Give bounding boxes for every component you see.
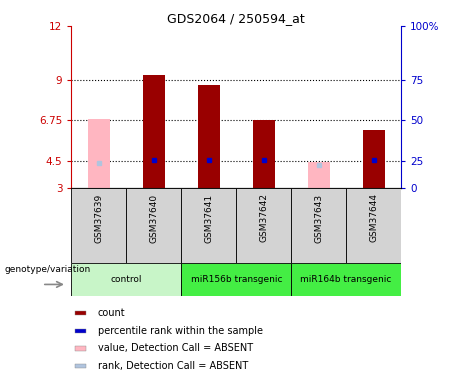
Bar xyxy=(75,310,86,315)
Bar xyxy=(236,188,291,262)
Bar xyxy=(198,86,220,188)
Text: miR164b transgenic: miR164b transgenic xyxy=(301,275,392,284)
Text: GSM37644: GSM37644 xyxy=(369,194,378,243)
Text: GSM37640: GSM37640 xyxy=(149,194,159,243)
Bar xyxy=(71,188,126,262)
Bar xyxy=(75,364,86,368)
Text: GSM37642: GSM37642 xyxy=(259,194,268,243)
Bar xyxy=(75,328,86,333)
Bar xyxy=(181,188,236,262)
Bar xyxy=(181,262,291,296)
Text: miR156b transgenic: miR156b transgenic xyxy=(190,275,282,284)
Bar xyxy=(71,262,181,296)
Bar xyxy=(143,75,165,188)
Bar xyxy=(253,120,275,188)
Text: control: control xyxy=(111,275,142,284)
Bar xyxy=(75,346,86,351)
Bar xyxy=(291,262,401,296)
Title: GDS2064 / 250594_at: GDS2064 / 250594_at xyxy=(167,12,305,25)
Bar xyxy=(88,119,110,188)
Text: percentile rank within the sample: percentile rank within the sample xyxy=(98,326,263,336)
Bar xyxy=(307,162,330,188)
Bar xyxy=(363,130,384,188)
Text: GSM37639: GSM37639 xyxy=(95,194,103,243)
Text: rank, Detection Call = ABSENT: rank, Detection Call = ABSENT xyxy=(98,361,248,371)
Text: count: count xyxy=(98,308,125,318)
Bar xyxy=(291,188,346,262)
Text: GSM37641: GSM37641 xyxy=(204,194,213,243)
Bar xyxy=(126,188,181,262)
Bar xyxy=(346,188,401,262)
Text: GSM37643: GSM37643 xyxy=(314,194,323,243)
Text: genotype/variation: genotype/variation xyxy=(5,266,91,274)
Text: value, Detection Call = ABSENT: value, Detection Call = ABSENT xyxy=(98,344,253,354)
